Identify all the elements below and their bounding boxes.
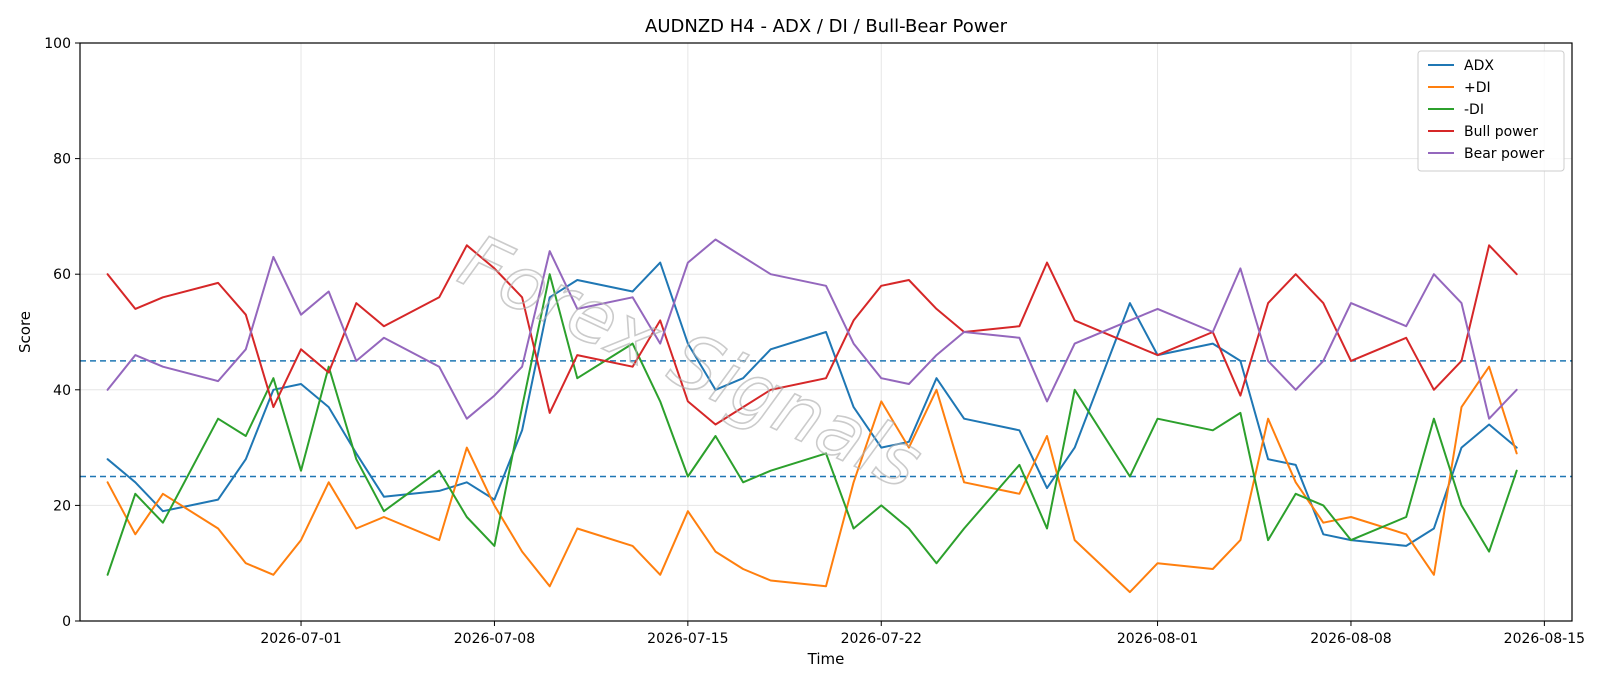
legend-entry: Bull power [1464,124,1538,140]
series-line-bull-power [106,244,1518,426]
axis-ticks: 0 20 40 60 80 100 2026-07-01 2026-07-08 2026-07-… [44,36,1585,647]
y-tick-label: 100 [44,36,71,52]
legend-box [1417,50,1565,172]
x-tick-label: 2026-08-15 [1504,631,1585,647]
series-lines [106,238,1518,594]
x-tick-label: 2026-07-22 [841,631,922,647]
legend: ADX +DI -DI Bull power Bear power [1417,50,1565,172]
y-tick-label: 40 [53,383,71,399]
x-tick-label: 2026-07-01 [260,631,341,647]
legend-entry: ADX [1464,58,1494,74]
y-tick-label: 20 [53,498,71,514]
legend-entry: +DI [1464,80,1491,96]
x-axis-label: Time [807,650,845,668]
x-tick-label: 2026-08-08 [1310,631,1391,647]
chart-title: AUDNZD H4 - ADX / DI / Bull-Bear Power [645,16,1008,37]
series-line-di [106,365,1518,594]
legend-entry: Bear power [1464,146,1545,162]
series-line-di [106,273,1518,576]
grid [80,42,1572,622]
y-axis-label: Score [16,311,34,353]
y-tick-label: 80 [53,152,71,168]
x-tick-label: 2026-07-08 [454,631,535,647]
y-tick-label: 60 [53,267,71,283]
plot-frame [79,42,1573,622]
series-line-bear-power [106,238,1518,420]
series-line-adx [106,261,1518,547]
x-tick-label: 2026-07-15 [647,631,728,647]
legend-entry: -DI [1464,102,1484,118]
x-tick-label: 2026-08-01 [1117,631,1198,647]
y-tick-label: 0 [62,614,71,630]
